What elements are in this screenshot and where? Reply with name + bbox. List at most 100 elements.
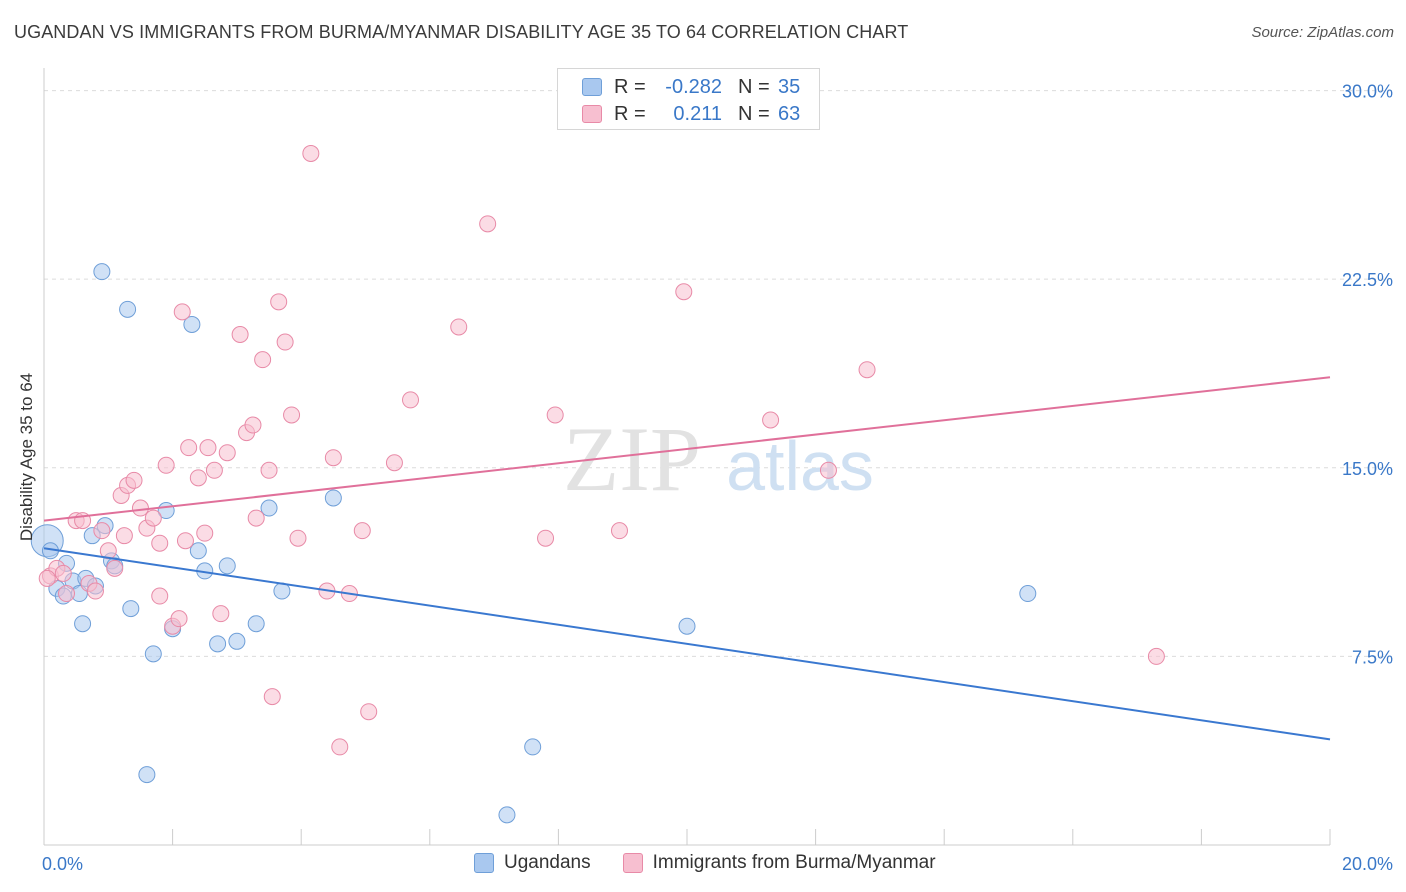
burma-point [402, 391, 420, 409]
ugandans-point [218, 557, 236, 575]
burma-point [254, 351, 272, 369]
ugandans-point [119, 300, 137, 318]
burma-point [151, 587, 169, 605]
ugandans-point [74, 615, 92, 633]
burma-point [610, 522, 628, 540]
burma-point [218, 444, 236, 462]
n-label: N = [738, 75, 770, 98]
ugandans-point [247, 615, 265, 633]
y-axis-title: Disability Age 35 to 64 [17, 372, 36, 542]
burma-point [675, 283, 693, 301]
n-value: 63 [778, 102, 801, 125]
burma-point [106, 559, 124, 577]
y-tick-label: 7.5% [1352, 647, 1393, 667]
r-value: 0.211 [673, 102, 722, 125]
r-label: R = [614, 75, 646, 98]
burma-point [199, 439, 217, 457]
burma-point [324, 449, 342, 467]
burma-point [196, 524, 214, 542]
watermark: ZIP atlas [563, 408, 874, 510]
watermark-zip: ZIP [563, 408, 701, 510]
burma-point [231, 326, 249, 344]
burma-point [93, 522, 111, 540]
burma-point [537, 529, 555, 547]
burma-point [131, 499, 149, 517]
chart-title: UGANDAN VS IMMIGRANTS FROM BURMA/MYANMAR… [14, 22, 909, 42]
ugandans-point [498, 806, 516, 824]
burma-point [283, 406, 301, 424]
burma-point [276, 333, 294, 351]
burma-point [176, 532, 194, 550]
burma-legend-swatch [622, 853, 643, 873]
ugandans-point [122, 600, 140, 618]
burma-point [86, 582, 104, 600]
stats-row-ugandans: R = -0.282 N = 35 [558, 73, 800, 101]
legend-label-burma: Immigrants from Burma/Myanmar [652, 852, 936, 873]
burma-trend-line [43, 376, 1331, 522]
burma-point [360, 703, 378, 721]
watermark-atlas: atlas [726, 427, 874, 505]
burma-point [479, 215, 497, 233]
burma-point [1147, 647, 1165, 665]
ugandans-point [1019, 585, 1037, 603]
legend-label-ugandans: Ugandans [504, 852, 591, 873]
y-tick-label: 30.0% [1342, 82, 1393, 102]
burma-point [38, 569, 56, 587]
n-label: N = [738, 102, 770, 125]
burma-point [247, 509, 265, 527]
burma-point [260, 461, 278, 479]
burma-point [331, 738, 349, 756]
burma-point [212, 605, 230, 623]
ugandans-point [260, 499, 278, 517]
ugandans-point [209, 635, 227, 653]
burma-point [450, 318, 468, 336]
ugandans-point [324, 489, 342, 507]
source-label: Source: ZipAtlas.com [1251, 24, 1394, 41]
y-tick-label: 22.5% [1342, 270, 1393, 290]
ugandans-point [138, 766, 156, 784]
n-value: 35 [778, 75, 801, 98]
legend-item-ugandans[interactable]: Ugandans [474, 852, 591, 874]
burma-point [762, 411, 780, 429]
burma-point [151, 534, 169, 552]
ugandans-swatch [582, 78, 602, 96]
ugandans-point [144, 645, 162, 663]
burma-point [289, 529, 307, 547]
burma-point [244, 416, 262, 434]
burma-point [157, 456, 175, 474]
burma-point [170, 610, 188, 628]
burma-point [180, 439, 198, 457]
burma-point [385, 454, 403, 472]
ugandans-point [189, 542, 207, 560]
r-value: -0.282 [665, 75, 722, 98]
burma-point [353, 522, 371, 540]
burma-point [115, 527, 133, 545]
ugandans-point [183, 315, 201, 333]
burma-point [125, 471, 143, 489]
axes [43, 68, 1331, 846]
trend-lines [43, 376, 1331, 741]
burma-point [173, 303, 191, 321]
grid-lines [44, 90, 1392, 657]
ugandans-point [524, 738, 542, 756]
burma-point [58, 585, 76, 603]
burma-point [263, 688, 281, 706]
burma-point [546, 406, 564, 424]
ugandans-legend-swatch [474, 853, 494, 873]
legend-item-burma[interactable]: Immigrants from Burma/Myanmar [622, 852, 936, 874]
stats-legend: R = -0.282 N = 35 R = 0.211 N = 63 [557, 68, 820, 130]
r-label: R = [614, 102, 646, 125]
burma-point [54, 564, 72, 582]
burma-point [270, 293, 288, 311]
burma-point [205, 461, 223, 479]
burma-point [819, 461, 837, 479]
ugandans-point [678, 617, 696, 635]
tick-labels: 7.5% 15.0% 22.5% 30.0% 0.0% 20.0% [42, 82, 1393, 874]
x-tick-label: 20.0% [1342, 854, 1393, 874]
stats-row-burma: R = 0.211 N = 63 [558, 100, 800, 128]
burma-point [189, 469, 207, 487]
burma-point [302, 144, 320, 162]
ugandans-point [228, 632, 246, 650]
x-tick-label: 0.0% [42, 854, 83, 874]
